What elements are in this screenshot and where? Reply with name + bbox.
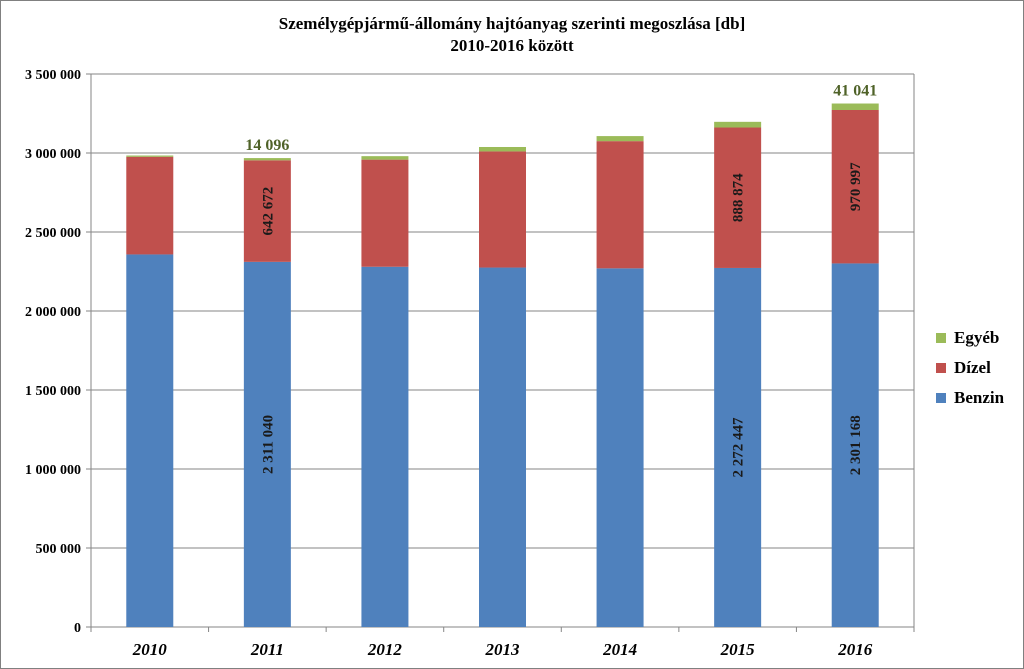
y-tick-label: 2 000 000 bbox=[25, 305, 81, 320]
bar-dízel-2011 bbox=[243, 160, 291, 262]
bar-egyéb-2010 bbox=[126, 155, 174, 157]
bar-benzin-2011 bbox=[243, 261, 291, 627]
bar-benzin-2013 bbox=[479, 267, 526, 627]
bar-egyéb-2016 bbox=[831, 103, 879, 110]
chart-title-line1: Személygépjármű-állomány hajtóanyag szer… bbox=[278, 14, 746, 33]
x-tick-label: 2013 bbox=[485, 640, 521, 659]
data-label: 642 672 bbox=[260, 187, 276, 236]
bar-dízel-2015 bbox=[714, 127, 762, 268]
bar-benzin-2016 bbox=[831, 263, 879, 627]
bar-benzin-2015 bbox=[714, 267, 762, 627]
bar-egyéb-2014 bbox=[596, 136, 644, 142]
bar-egyéb-2011 bbox=[243, 158, 291, 161]
legend-swatch bbox=[936, 363, 946, 373]
y-tick-label: 3 000 000 bbox=[25, 147, 81, 162]
legend-label: Benzin bbox=[954, 388, 1005, 407]
x-tick-label: 2011 bbox=[250, 640, 284, 659]
legend: Egyéb Dízel Benzin bbox=[936, 323, 1004, 413]
y-tick-label: 0 bbox=[74, 621, 81, 636]
data-label: 2 301 168 bbox=[848, 415, 864, 475]
bar-egyéb-2013 bbox=[479, 146, 526, 152]
y-tick-label: 3 500 000 bbox=[25, 68, 81, 83]
y-tick-label: 1 500 000 bbox=[25, 384, 81, 399]
legend-item-egyéb: Egyéb bbox=[936, 323, 1004, 353]
bar-benzin-2014 bbox=[596, 268, 644, 627]
legend-swatch bbox=[936, 393, 946, 403]
data-label: 2 272 447 bbox=[731, 417, 747, 478]
x-tick-label: 2016 bbox=[837, 640, 873, 659]
bar-dízel-2014 bbox=[596, 141, 644, 269]
legend-swatch bbox=[936, 333, 946, 343]
data-label: 14 096 bbox=[245, 137, 289, 154]
bar-dízel-2016 bbox=[831, 109, 879, 264]
bar-egyéb-2015 bbox=[714, 121, 762, 128]
y-tick-label: 1 000 000 bbox=[25, 463, 81, 478]
bar-dízel-2013 bbox=[479, 151, 526, 268]
data-label: 2 311 040 bbox=[260, 415, 276, 474]
x-tick-label: 2014 bbox=[602, 640, 637, 659]
legend-item-dízel: Dízel bbox=[936, 353, 1004, 383]
bar-dízel-2012 bbox=[361, 159, 409, 267]
x-tick-label: 2010 bbox=[132, 640, 168, 659]
chart-subtitle: 2010-2016 között bbox=[450, 36, 574, 55]
x-tick-label: 2015 bbox=[720, 640, 756, 659]
bar-egyéb-2012 bbox=[361, 156, 409, 160]
legend-label: Egyéb bbox=[954, 328, 1000, 347]
chart-title: Személygépjármű-állomány hajtóanyag szer… bbox=[1, 13, 1023, 57]
legend-label: Dízel bbox=[954, 358, 991, 377]
y-tick-label: 500 000 bbox=[36, 542, 82, 557]
legend-item-benzin: Benzin bbox=[936, 383, 1004, 413]
y-tick-label: 2 500 000 bbox=[25, 226, 81, 241]
data-label: 41 041 bbox=[833, 83, 877, 100]
bar-benzin-2010 bbox=[126, 254, 174, 627]
x-tick-label: 2012 bbox=[367, 640, 403, 659]
bar-dízel-2010 bbox=[126, 156, 174, 255]
data-label: 970 997 bbox=[848, 162, 864, 211]
bar-benzin-2012 bbox=[361, 266, 409, 627]
data-label: 888 874 bbox=[731, 173, 747, 222]
